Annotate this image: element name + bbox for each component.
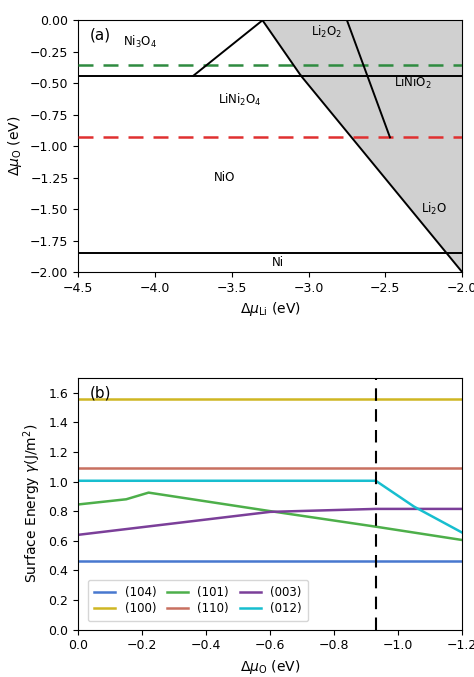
- Text: (a): (a): [90, 28, 111, 43]
- (012): [459, 529, 465, 537]
- Legend: (104), (100), (101), (110), (003), (012): (104), (100), (101), (110), (003), (012): [88, 580, 308, 621]
- (003): [75, 531, 81, 539]
- Text: NiO: NiO: [213, 171, 235, 184]
- (012): [373, 477, 379, 485]
- (012): [411, 502, 417, 510]
- (012): [75, 477, 81, 485]
- (101): [123, 495, 129, 503]
- Line: (003): (003): [78, 509, 462, 535]
- (003): [373, 505, 379, 513]
- (101): [373, 523, 379, 531]
- (003): [459, 505, 465, 513]
- (101): [459, 536, 465, 544]
- Line: (012): (012): [78, 481, 462, 533]
- (003): [267, 508, 273, 516]
- Polygon shape: [263, 20, 462, 272]
- Y-axis label: Surface Energy $\gamma$(J/m$^2$): Surface Energy $\gamma$(J/m$^2$): [21, 424, 43, 584]
- Text: Li$_2$O$_2$: Li$_2$O$_2$: [311, 24, 343, 40]
- Text: (b): (b): [90, 385, 111, 400]
- (101): [75, 500, 81, 508]
- Line: (101): (101): [78, 493, 462, 540]
- Text: Ni$_3$O$_4$: Ni$_3$O$_4$: [123, 34, 156, 50]
- Text: LiNiO$_2$: LiNiO$_2$: [394, 75, 432, 91]
- X-axis label: $\Delta\mu_{\mathrm{Li}}$ (eV): $\Delta\mu_{\mathrm{Li}}$ (eV): [240, 301, 301, 318]
- (101): [267, 507, 273, 515]
- Text: Li$_2$O: Li$_2$O: [421, 201, 447, 217]
- Text: Ni: Ni: [272, 256, 284, 269]
- (101): [146, 489, 151, 497]
- Y-axis label: $\Delta\mu_{\mathrm{O}}$ (eV): $\Delta\mu_{\mathrm{O}}$ (eV): [7, 116, 25, 177]
- Text: LiNi$_2$O$_4$: LiNi$_2$O$_4$: [218, 91, 261, 108]
- X-axis label: $\Delta\mu_{\mathrm{O}}$ (eV): $\Delta\mu_{\mathrm{O}}$ (eV): [240, 658, 301, 676]
